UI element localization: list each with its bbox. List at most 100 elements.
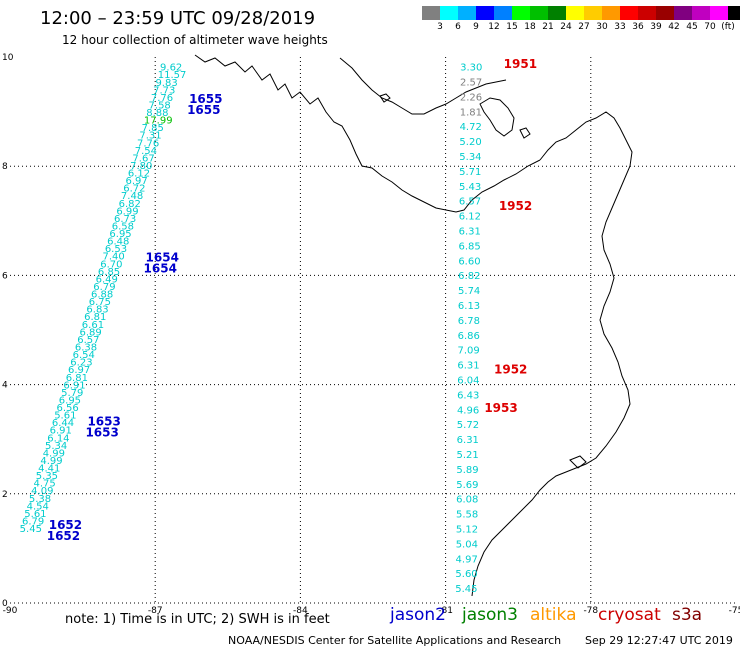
wave-height-value: 6.58 [112,221,134,232]
east-track-labels: 3.30 2.57 2.26 1.81 4.72 5.20 5.34 5.71 5.43 6.57… [455,63,482,595]
wave-height-value: 6.12 [459,212,481,223]
wave-height-value: 5.34 [459,152,481,163]
wave-height-value: 6.04 [457,376,479,387]
wave-height-value: 4.99 [40,456,62,467]
wave-height-value: 7.85 [142,123,164,134]
color-scale-label: 12 [488,22,500,32]
y-tick-label: 2 [2,490,8,500]
color-scale-label: 6 [455,22,461,32]
color-swatch [422,6,440,20]
color-scale-label: 24 [560,22,572,32]
wave-height-value: 6.43 [457,390,479,401]
wave-height-value: 4.09 [31,486,53,497]
wave-height-value: 6.23 [70,358,92,369]
wave-height-value: 9.62 [160,63,182,74]
color-swatch [458,6,476,20]
wave-height-value: 6.79 [93,282,115,293]
legend-item-cryosat: cryosat [598,605,661,625]
color-scale [422,6,740,20]
y-tick-label: 4 [2,381,8,391]
wave-height-value: 6.81 [66,373,88,384]
x-tick-label: -81 [438,606,453,616]
wave-height-value: 6.97 [68,365,90,376]
wave-height-value: 5.45 [455,584,477,595]
wave-height-value: 6.13 [458,301,480,312]
wave-height-value: 5.60 [455,569,477,580]
wave-height-value: 5.45 [20,524,42,535]
pass-time-label: 1953 [484,401,517,415]
wave-height-value: 6.79 [22,516,44,527]
wave-height-value: 6.61 [82,320,104,331]
generated-timestamp: Sep 29 12:27:47 UTC 2019 [585,634,733,647]
wave-height-value: 5.69 [456,480,478,491]
color-swatch [602,6,620,20]
wave-height-value: 6.44 [52,418,74,429]
legend-item-altika: altika [530,605,577,625]
legend-item-jason3: jason3 [462,605,518,625]
wave-height-value: 5.71 [459,167,481,178]
wave-height-value: 4.75 [33,479,55,490]
wave-height-value: 7.09 [457,346,479,357]
wave-height-value: 6.57 [459,197,481,208]
x-tick-label: -78 [583,606,598,616]
color-scale-label: 42 [668,22,680,32]
wave-height-value: 7.40 [103,252,125,263]
wave-height-value: 11.57 [158,70,187,81]
wave-height-value: 7.76 [137,138,159,149]
wave-height-value: 6.75 [89,297,111,308]
wave-height-value: 6.91 [63,380,85,391]
wave-height-value: 7.54 [135,146,157,157]
lat-lon-grid: -90 -87 -84 -81 -78 -75 10 8 6 4 2 0 [2,53,740,616]
pass-time-label: 1652 [47,529,80,543]
wave-height-value: 5.58 [456,510,478,521]
wave-height-value: 5.74 [458,286,480,297]
wave-height-value: 7.73 [153,85,175,96]
wave-height-value: 2.57 [460,78,482,89]
wave-height-value: 6.83 [86,305,108,316]
color-swatch [728,6,740,20]
wave-height-value: 6.95 [109,229,131,240]
pass-time-label: 1654 [146,250,179,264]
wave-height-value: 6.56 [56,403,78,414]
wave-height-value: 7.80 [130,161,152,172]
coastline-gulf [339,57,507,115]
wave-height-value: 6.14 [47,433,69,444]
wave-height-value: 5.61 [54,411,76,422]
x-tick-label: -75 [729,606,740,616]
west-track-labels: 9.6211.579.837.737.767.588.8817.997.857.… [20,63,187,535]
color-swatch [620,6,638,20]
wave-height-value: 6.99 [116,206,138,217]
wave-height-value: 7.31 [139,131,161,142]
x-tick-label: -84 [293,606,308,616]
color-swatch [566,6,584,20]
wave-height-value: 4.97 [456,554,478,565]
wave-height-value: 4.54 [27,501,49,512]
wave-height-value: 6.85 [458,241,480,252]
wave-height-value: 4.99 [43,448,65,459]
pass-time-label: 1653 [87,414,120,428]
wave-height-value: 6.72 [123,184,145,195]
wave-height-value: 7.58 [149,100,171,111]
wave-height-value: 7.48 [121,191,143,202]
y-tick-label: 10 [2,53,14,63]
color-scale-label: 15 [506,22,518,32]
wave-height-value: 6.70 [100,259,122,270]
color-scale-label: 30 [596,22,608,32]
wave-height-value: 6.86 [458,331,480,342]
wave-height-value: 5.61 [24,509,46,520]
wave-height-value: 7.76 [151,93,173,104]
pass-time-label: 1655 [189,92,222,106]
coastline-north [194,54,541,213]
wave-height-value: 5.38 [29,494,51,505]
pass-time-label: 1653 [85,425,118,439]
wave-height-value: 5.72 [457,420,479,431]
color-swatch [674,6,692,20]
wave-height-value: 5.35 [36,471,58,482]
wave-height-value: 6.53 [105,244,127,255]
wave-height-value: 6.12 [128,169,150,180]
color-scale-label: 39 [650,22,662,32]
color-scale-label: 45 [686,22,698,32]
wave-height-value: 1.81 [460,107,482,118]
wave-height-value: 9.83 [155,78,177,89]
y-tick-label: 6 [2,271,8,281]
